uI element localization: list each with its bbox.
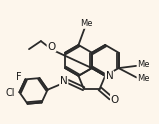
- Text: Me: Me: [137, 74, 150, 83]
- Text: O: O: [47, 42, 56, 52]
- Text: Cl: Cl: [6, 88, 15, 98]
- Text: O: O: [111, 95, 119, 105]
- Text: Me: Me: [80, 19, 93, 28]
- Text: N: N: [106, 71, 113, 81]
- Text: Me: Me: [137, 60, 150, 69]
- Text: F: F: [16, 72, 22, 82]
- Text: N: N: [60, 76, 68, 86]
